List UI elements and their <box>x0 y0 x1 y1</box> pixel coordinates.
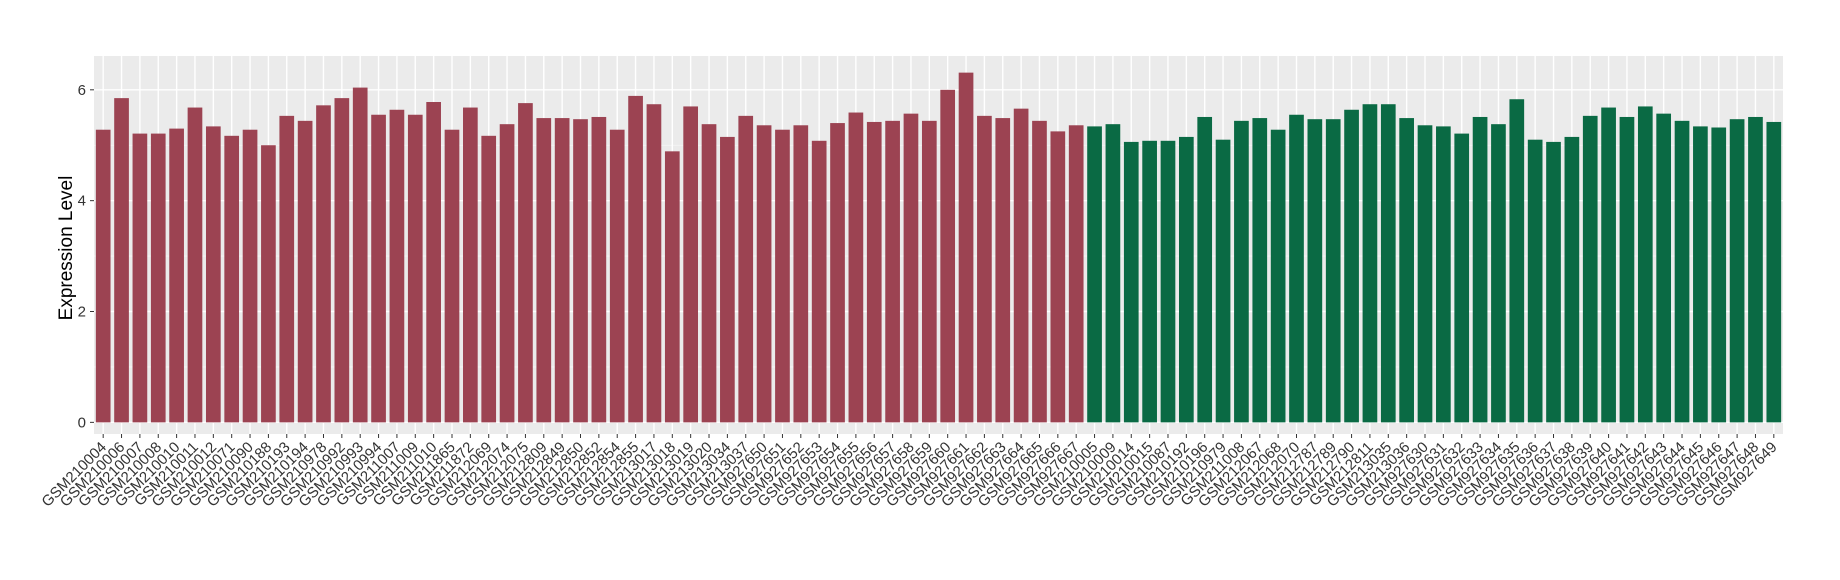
bar <box>1436 126 1451 423</box>
bar <box>1234 120 1249 423</box>
bar <box>1582 115 1598 423</box>
bar <box>481 135 497 423</box>
bar <box>1215 139 1231 423</box>
bar <box>1656 113 1672 423</box>
bar <box>242 129 258 423</box>
bar <box>1013 108 1029 423</box>
bar <box>701 124 717 423</box>
y-tick-label: 4 <box>78 193 86 210</box>
bar <box>463 107 478 423</box>
bar <box>1142 140 1157 423</box>
bar <box>830 123 845 423</box>
bar <box>1197 116 1213 423</box>
bar <box>1325 119 1341 423</box>
bar <box>1032 120 1047 423</box>
bar <box>1252 118 1268 423</box>
bar <box>389 109 405 423</box>
y-tick-label: 0 <box>78 414 86 431</box>
bar <box>720 136 735 423</box>
bar <box>885 120 900 423</box>
bar <box>554 118 570 423</box>
bar <box>628 95 643 423</box>
bar <box>407 114 423 423</box>
bar <box>1160 140 1176 423</box>
bar <box>279 115 295 423</box>
bar <box>1527 139 1543 423</box>
bar <box>958 72 974 423</box>
bar <box>297 120 313 423</box>
bar <box>664 151 680 423</box>
bar <box>1491 124 1506 423</box>
bar <box>132 133 148 423</box>
bar <box>1050 131 1066 423</box>
bar <box>1270 129 1286 423</box>
bar <box>1417 125 1433 423</box>
bar <box>609 129 625 423</box>
bar <box>316 105 331 423</box>
bar <box>426 102 441 423</box>
bar <box>1601 107 1616 423</box>
bar <box>811 140 827 423</box>
bar <box>1546 141 1561 423</box>
bar <box>1564 136 1580 423</box>
bar <box>499 124 515 423</box>
bar <box>1123 141 1139 423</box>
bar <box>1399 118 1414 423</box>
bar <box>793 125 809 423</box>
bar <box>1068 125 1084 423</box>
bar <box>683 106 699 423</box>
bar <box>444 129 460 423</box>
bar <box>940 89 956 423</box>
bar <box>1087 126 1102 423</box>
bar <box>169 128 184 423</box>
bar <box>1748 116 1763 423</box>
bar <box>738 115 754 423</box>
y-tick-label: 6 <box>78 82 86 99</box>
bar <box>1766 121 1782 423</box>
bar <box>775 129 790 423</box>
bar <box>756 125 772 423</box>
bar <box>646 104 662 423</box>
bar <box>352 87 368 423</box>
bar <box>866 121 882 423</box>
bar <box>205 126 221 423</box>
bar <box>1637 106 1653 423</box>
bar <box>1693 126 1708 423</box>
bar <box>536 118 552 423</box>
bar <box>903 113 919 423</box>
bar <box>334 98 350 423</box>
bar <box>1454 133 1470 423</box>
bar <box>1619 116 1635 423</box>
y-axis-title: Expression Level <box>56 176 77 321</box>
bar <box>1105 124 1121 423</box>
bar <box>1289 114 1304 423</box>
bar <box>224 135 240 423</box>
bar <box>1362 104 1378 423</box>
bar <box>1380 104 1396 423</box>
bar <box>114 98 129 423</box>
bar <box>150 133 166 423</box>
bar <box>371 114 386 423</box>
bar <box>261 145 276 423</box>
bar <box>995 118 1011 423</box>
bar <box>977 115 992 423</box>
bar <box>591 116 607 423</box>
bar <box>848 112 864 423</box>
bar <box>95 129 111 423</box>
bar <box>187 107 203 423</box>
bar <box>1729 119 1745 423</box>
y-tick-label: 2 <box>78 304 86 321</box>
bar <box>518 103 533 423</box>
bar <box>1472 116 1488 423</box>
bar <box>1711 127 1727 423</box>
bar <box>1509 99 1525 423</box>
bar <box>1344 109 1359 423</box>
bar <box>921 120 937 423</box>
bar <box>573 119 588 423</box>
bar <box>1674 120 1690 423</box>
bar <box>1178 136 1194 423</box>
bar <box>1307 119 1323 423</box>
